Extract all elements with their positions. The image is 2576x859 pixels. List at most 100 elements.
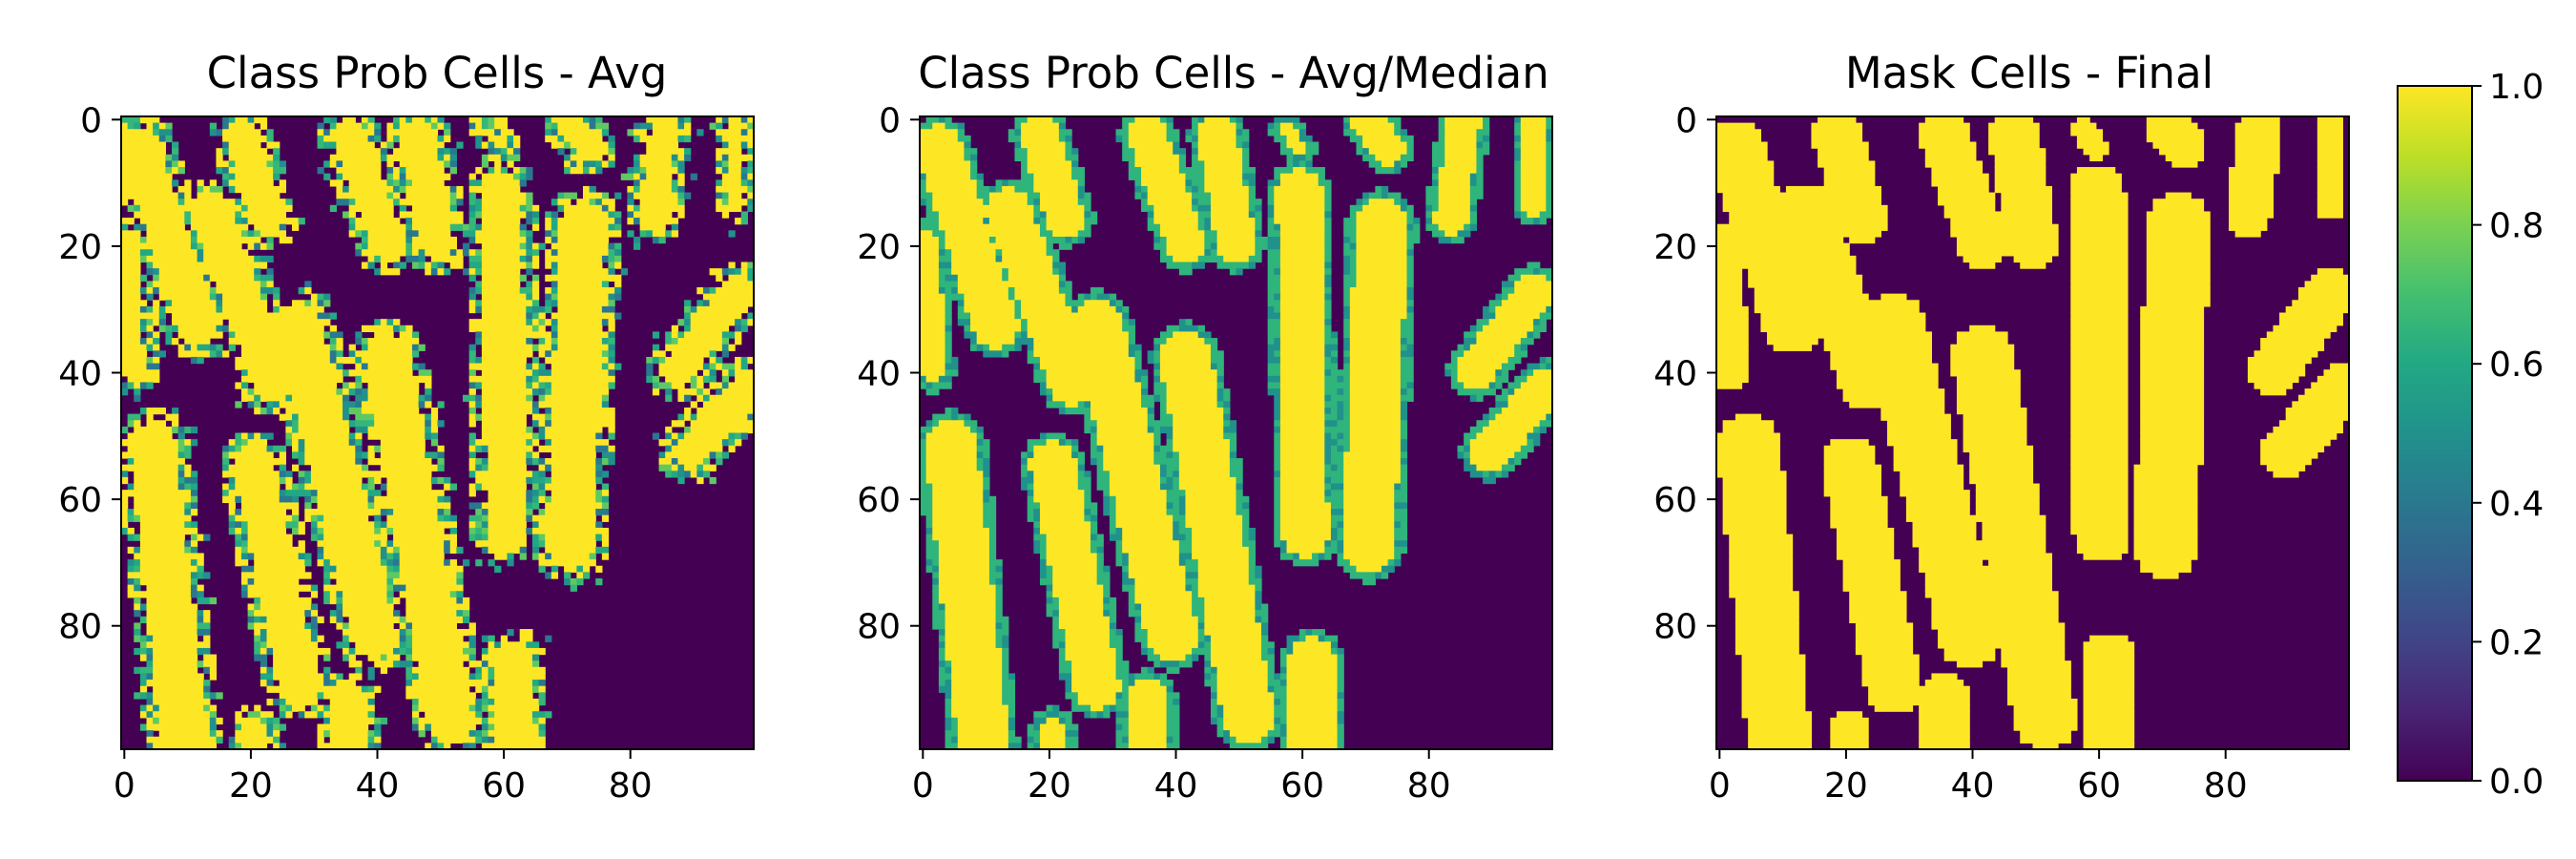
heatmap-cell (1464, 338, 1478, 346)
heatmap-cell (1343, 565, 1358, 573)
heatmap-cell (932, 559, 940, 567)
heatmap-cell (709, 451, 717, 459)
heatmap-cell (945, 647, 1003, 656)
heatmap-cell (513, 173, 521, 180)
heatmap-cell (721, 331, 736, 339)
heatmap-cell (1546, 185, 1553, 194)
heatmap-cell (1159, 375, 1218, 384)
heatmap-cell (468, 325, 533, 333)
heatmap-cell (747, 129, 755, 136)
heatmap-cell (146, 584, 192, 592)
heatmap-cell (1754, 300, 1920, 307)
heatmap-cell (146, 680, 204, 687)
heatmap-cell (1520, 116, 1547, 124)
heatmap-cell (361, 116, 369, 124)
colorbar-tick-label: 1.0 (2489, 68, 2544, 107)
heatmap-cell (1849, 591, 1907, 598)
heatmap-cell (920, 369, 946, 377)
heatmap-cell (639, 160, 673, 168)
heatmap-cell (209, 293, 218, 301)
heatmap-cell (1343, 356, 1351, 365)
heatmap-cell (1924, 591, 2059, 598)
heatmap-cell (1039, 540, 1048, 548)
heatmap-cell (925, 116, 940, 124)
heatmap-cell (1469, 185, 1484, 194)
heatmap-cell (1210, 711, 1218, 719)
heatmap-cell (177, 451, 185, 459)
heatmap-cell (1077, 698, 1117, 706)
heatmap-cell (1065, 141, 1072, 149)
heatmap-cell (1027, 331, 1130, 339)
heatmap-cell (1716, 344, 1749, 351)
heatmap-cell (355, 426, 369, 434)
heatmap-cell (1197, 331, 1212, 339)
heatmap-cell (1173, 476, 1180, 485)
heatmap-cell (1349, 262, 1358, 269)
heatmap-cell (134, 577, 141, 586)
heatmap-cell (2070, 476, 2129, 485)
heatmap-cell (1963, 255, 2002, 263)
heatmap-cell (716, 154, 723, 162)
heatmap-cell (2229, 199, 2275, 206)
heatmap-cell (1197, 577, 1250, 586)
heatmap-cell (1173, 736, 1180, 744)
heatmap-cell (920, 199, 927, 206)
heatmap-cell (2266, 432, 2337, 440)
heatmap-cell (343, 413, 350, 421)
heatmap-cell (1432, 148, 1445, 156)
heatmap-cell (1242, 160, 1250, 168)
heatmap-cell (1741, 704, 1806, 712)
heatmap-cell (2146, 135, 2205, 143)
heatmap-cell (430, 407, 439, 415)
heatmap-cell (932, 204, 1034, 213)
heatmap-cell (1722, 495, 1787, 504)
heatmap-cell (1330, 502, 1344, 510)
heatmap-cell (121, 305, 141, 314)
heatmap-cell (399, 635, 406, 642)
heatmap-cell (127, 432, 173, 440)
heatmap-cell (2070, 185, 2122, 194)
heatmap-cell (983, 483, 990, 491)
heatmap-cell (1279, 451, 1325, 459)
heatmap-cell (1084, 711, 1091, 719)
heatmap-cell (1394, 122, 1402, 130)
heatmap-cell (2013, 723, 2078, 731)
heatmap-cell (279, 179, 286, 187)
heatmap-cell (1173, 527, 1180, 535)
heatmap-cell (222, 300, 268, 307)
heatmap-cell (437, 476, 445, 485)
heatmap-cell (1216, 723, 1224, 731)
heatmap-cell (488, 666, 495, 675)
heatmap-cell (595, 122, 610, 130)
heatmap-cell (1197, 129, 1237, 136)
heatmap-cell (1128, 135, 1168, 143)
heatmap-cell (304, 553, 312, 560)
heatmap-cell (1159, 673, 1168, 681)
heatmap-cell (1185, 509, 1237, 516)
heatmap-cell (317, 723, 369, 731)
heatmap-cell (1432, 160, 1445, 168)
heatmap-cell (1343, 375, 1351, 384)
heatmap-cell (1754, 305, 1920, 314)
heatmap-cell (1425, 192, 1440, 199)
heatmap-cell (348, 420, 356, 428)
heatmap-cell (1286, 546, 1325, 555)
heatmap-cell (1356, 255, 1408, 263)
x-tick-label: 60 (482, 766, 526, 806)
heatmap-cell (1115, 666, 1130, 675)
heatmap-cell (184, 521, 192, 529)
heatmap-cell (538, 394, 546, 402)
heatmap-cell (526, 394, 533, 402)
heatmap-cell (386, 527, 394, 535)
heatmap-cell (1166, 723, 1180, 731)
heatmap-cell (964, 300, 1016, 307)
heatmap-cell (165, 300, 173, 307)
heatmap-cell (1147, 185, 1187, 194)
heatmap-cell (1533, 325, 1547, 333)
heatmap-cell (2140, 565, 2192, 573)
heatmap-cell (1216, 249, 1256, 257)
heatmap-cell (595, 458, 603, 466)
heatmap-cell (475, 464, 483, 471)
heatmap-cell (304, 451, 356, 459)
heatmap-cell (932, 597, 940, 605)
